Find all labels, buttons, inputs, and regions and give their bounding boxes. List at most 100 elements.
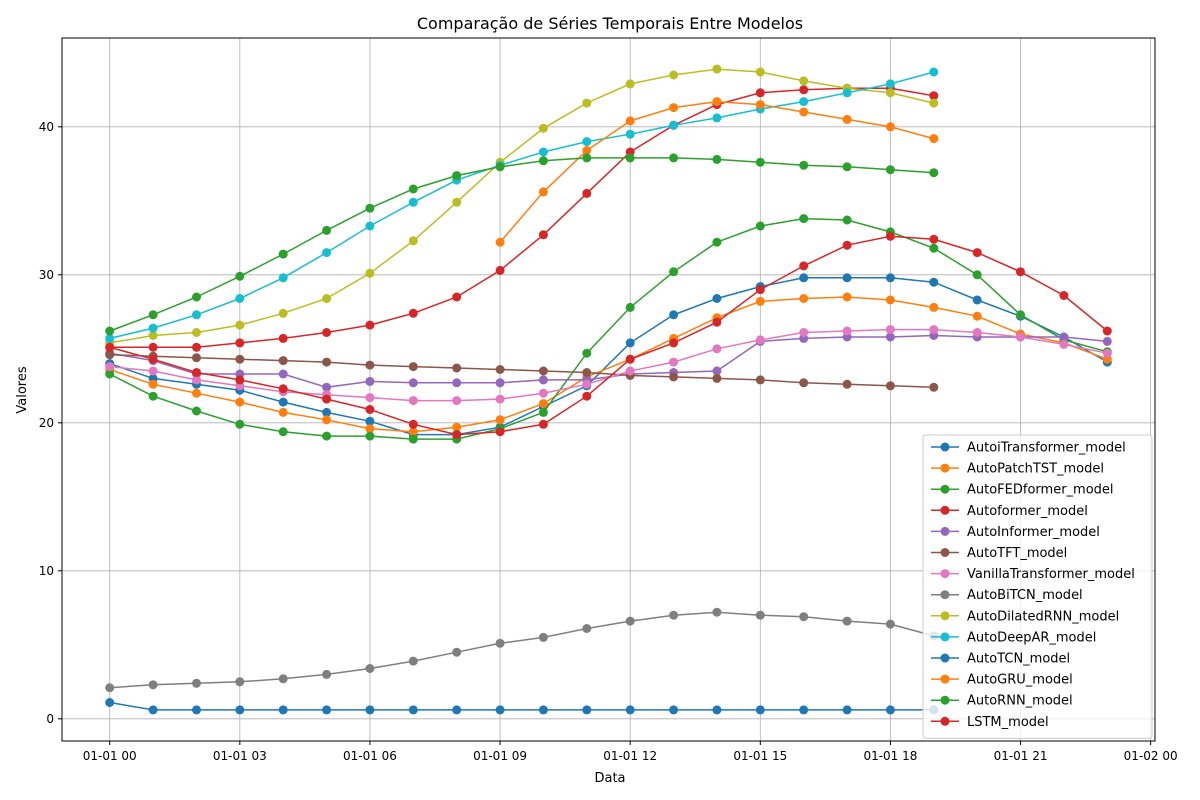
data-point [842,240,852,250]
data-point [712,237,722,247]
data-point [842,292,852,302]
data-point [148,342,158,352]
data-point [278,397,288,407]
legend-box [922,434,1153,739]
y-axis-ticks: 0 10 20 30 40 [39,120,62,726]
data-point [755,285,765,295]
series-line [109,701,934,711]
legend-item: AutoFEDformer_model [931,483,1114,498]
data-point [105,362,115,372]
data-point [452,647,462,657]
data-point [669,705,679,715]
data-point [408,656,418,666]
x-tick-label: 01-01 18 [863,749,917,763]
series-line [109,71,934,340]
data-point [278,369,288,379]
data-point [669,267,679,277]
data-point [148,680,158,690]
data-point [799,85,809,95]
data-point [148,331,158,340]
data-point [538,366,548,376]
data-point [712,705,722,715]
legend-item: AutoDeepAR_model [931,630,1096,645]
data-point [365,360,375,370]
data-point [929,234,939,244]
data-point [885,705,895,715]
data-point [625,153,635,163]
data-point [408,362,418,372]
data-point [365,376,375,386]
data-point [192,292,201,302]
data-point [1059,332,1069,342]
data-point [799,160,809,170]
legend-item: AutoPatchTST_model [931,462,1104,477]
data-point [495,427,505,437]
data-point [148,354,158,364]
data-point [235,705,245,715]
data-point [495,365,505,374]
data-point [972,311,982,321]
data-point [235,338,245,348]
legend-item: AutoTFT_model [931,546,1067,561]
data-point [278,427,288,437]
data-point [148,705,158,715]
data-point [669,120,679,130]
data-point [1059,339,1069,349]
data-point [712,154,722,164]
data-point [192,342,201,352]
legend-marker [940,484,950,494]
data-point [365,221,375,231]
data-point [538,399,548,409]
data-point [452,422,462,432]
data-point [669,103,679,113]
data-point [322,382,332,392]
data-point [885,231,895,241]
legend-marker [940,505,950,515]
data-point [799,273,809,283]
x-tick-label: 01-01 09 [473,749,527,763]
legend-label: AutoDeepAR_model [967,630,1096,645]
legend-marker [940,632,950,642]
data-point [582,146,592,155]
data-point [885,325,895,335]
data-point [538,632,548,642]
data-point [885,295,895,305]
data-point [669,372,679,382]
data-point [625,79,635,89]
legend-marker [940,569,950,579]
data-point [322,431,332,441]
series-line [109,296,1108,433]
data-point [408,419,418,429]
data-point [842,215,852,225]
data-point [669,310,679,320]
data-point [842,705,852,715]
data-point [322,328,332,337]
data-point [538,147,548,157]
data-point [625,616,635,626]
data-point [495,162,505,172]
y-tick-label: 40 [39,120,54,134]
data-point [582,379,592,389]
legend-marker [940,590,950,600]
data-point [235,354,245,364]
legend-marker [940,442,950,452]
data-point [365,320,375,330]
data-point [755,296,765,306]
data-point [235,271,245,281]
data-point [192,353,201,363]
data-point [192,328,201,337]
data-point [625,338,635,348]
data-point [669,153,679,163]
series-line [109,235,1108,436]
data-point [408,427,418,437]
data-point [538,230,548,240]
y-tick-label: 30 [39,268,54,282]
data-point [365,664,375,673]
data-point [799,612,809,622]
legend-item: AutoBiTCN_model [931,588,1083,603]
series-AutoRNN_model [105,153,939,336]
data-point [322,407,332,417]
data-point [755,705,765,715]
data-point [712,607,722,617]
data-point [408,308,418,318]
